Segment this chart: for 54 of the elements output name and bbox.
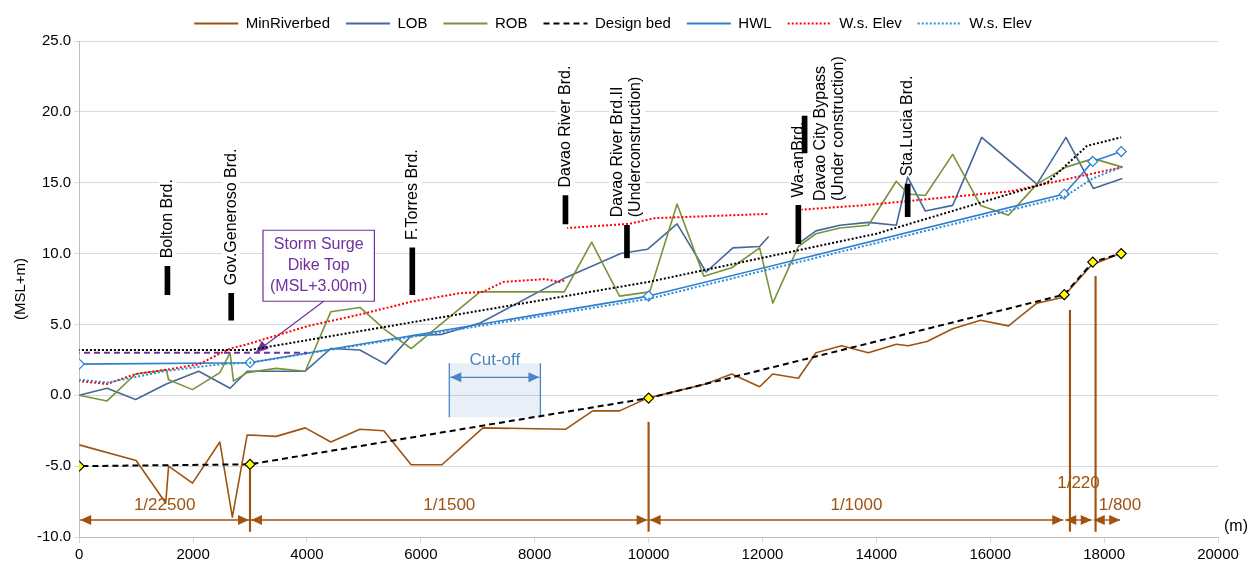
x-tick-label: 2000 [176, 545, 210, 563]
point [1058, 289, 1070, 301]
legend-label: LOB [397, 13, 428, 31]
point [244, 458, 256, 470]
x-tick-label: 4000 [290, 545, 324, 563]
legend-label: Design bed [594, 13, 671, 31]
annotation: Davao City Bypass (Under construction) [811, 56, 847, 202]
x-tick-label: 10000 [627, 545, 670, 563]
bar [624, 224, 630, 259]
y-tick-label: 25.0 [41, 31, 72, 49]
x-tick-label: 20000 [1197, 545, 1239, 563]
y-tick-label: -10.0 [36, 527, 72, 545]
point [1087, 256, 1099, 268]
point [643, 290, 655, 302]
y-tick-label: 20.0 [41, 102, 72, 119]
x-tick-label: 18000 [1083, 545, 1125, 563]
y-tick-label: 10.0 [41, 243, 72, 261]
y-axis-title: (MSL+m) [11, 257, 29, 321]
annotation: 1/800 [1098, 495, 1142, 515]
bar [228, 292, 235, 321]
x-tick-label: 14000 [855, 545, 898, 563]
x-tick-label: 16000 [969, 545, 1012, 563]
annotation: Storm Surge Dike Top (MSL+3.00m) [270, 235, 368, 295]
point [1058, 188, 1070, 200]
annotation: 1/1000 [830, 495, 883, 515]
legend-label: W.s. Elev [969, 13, 1033, 31]
y-tick-label: 0.0 [50, 385, 72, 403]
annotation: Davao River Brd. [555, 65, 573, 188]
point [1115, 145, 1127, 158]
point [1087, 155, 1099, 168]
annotation: Sta.Lucia Brd. [898, 75, 916, 177]
x-tick-label: 12000 [741, 545, 784, 563]
x-tick-label: 8000 [518, 545, 552, 563]
y-tick-label: 5.0 [50, 314, 72, 332]
legend-label: MinRiverbed [245, 13, 330, 31]
band-label: Cut-off [469, 350, 521, 370]
x-tick-label: 6000 [404, 545, 438, 563]
y-tick-label: -5.0 [45, 456, 72, 474]
x-axis-title: (m) [1224, 517, 1248, 535]
legend-label: W.s. Elev [839, 13, 903, 31]
annotation: 1/1500 [423, 495, 476, 515]
x-tick-label: 0 [75, 545, 84, 563]
bar [409, 247, 416, 295]
annotation: F.Torres Brd. [402, 149, 420, 240]
bar [904, 183, 911, 218]
annotation: 1/22500 [133, 495, 196, 515]
annotation: Davao River Brd.II (Underconstruction) [608, 76, 644, 218]
y-tick-label: 15.0 [41, 172, 72, 190]
point [1115, 247, 1127, 260]
annotation: Bolton Brd. [157, 179, 175, 259]
point [643, 392, 655, 404]
legend-label: ROB [494, 13, 528, 31]
annotation: Gov.Generoso Brd. [221, 148, 239, 286]
legend-label: HWL [738, 13, 772, 31]
